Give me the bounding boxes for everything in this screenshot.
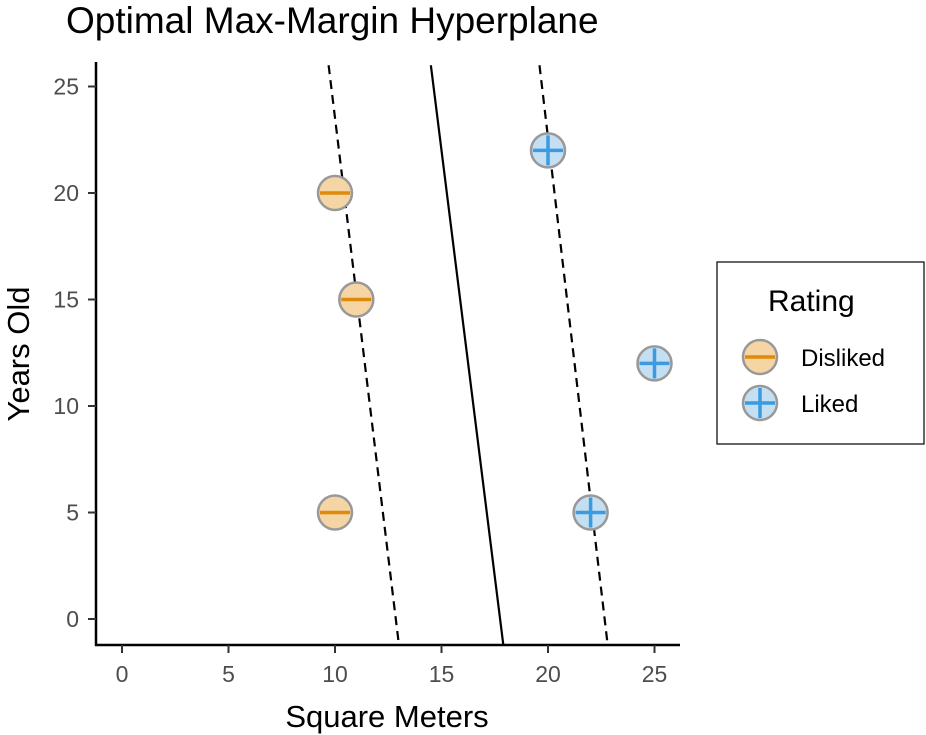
data-points — [316, 132, 673, 531]
legend-key-disliked — [741, 338, 779, 376]
x-axis-title: Square Meters — [285, 699, 488, 734]
x-axis-ticks: 0 5 10 15 20 25 — [116, 645, 668, 687]
legend-label-disliked: Disliked — [801, 345, 885, 372]
x-tick-label: 5 — [222, 661, 235, 687]
point-liked-3 — [572, 494, 609, 531]
point-liked-1 — [529, 132, 567, 169]
y-tick-label: 15 — [53, 287, 79, 313]
margin-disliked-line — [327, 65, 400, 645]
chart-title: Optimal Max-Margin Hyperplane — [66, 0, 599, 41]
hyperplane-line — [429, 65, 505, 645]
y-tick-label: 20 — [53, 180, 79, 206]
x-tick-label: 25 — [642, 661, 668, 687]
legend-label-liked: Liked — [801, 391, 858, 418]
point-liked-2 — [636, 345, 673, 382]
y-tick-label: 0 — [66, 606, 79, 632]
x-tick-label: 10 — [322, 661, 348, 687]
y-tick-label: 10 — [53, 393, 79, 419]
y-axis-title: Years Old — [1, 287, 36, 422]
x-tick-label: 15 — [429, 661, 455, 687]
legend: Rating Disliked Liked — [716, 261, 925, 445]
point-disliked-2 — [338, 281, 375, 318]
x-tick-label: 0 — [116, 661, 129, 687]
legend-entries: Disliked Liked — [741, 338, 885, 422]
legend-title: Rating — [768, 285, 855, 318]
y-tick-label: 25 — [53, 74, 79, 100]
x-tick-label: 20 — [535, 661, 561, 687]
legend-key-liked — [741, 384, 779, 422]
point-disliked-1 — [316, 174, 354, 212]
y-axis-ticks: 0 5 10 15 20 25 — [53, 74, 96, 632]
y-tick-label: 5 — [66, 500, 79, 526]
point-disliked-3 — [316, 494, 354, 531]
